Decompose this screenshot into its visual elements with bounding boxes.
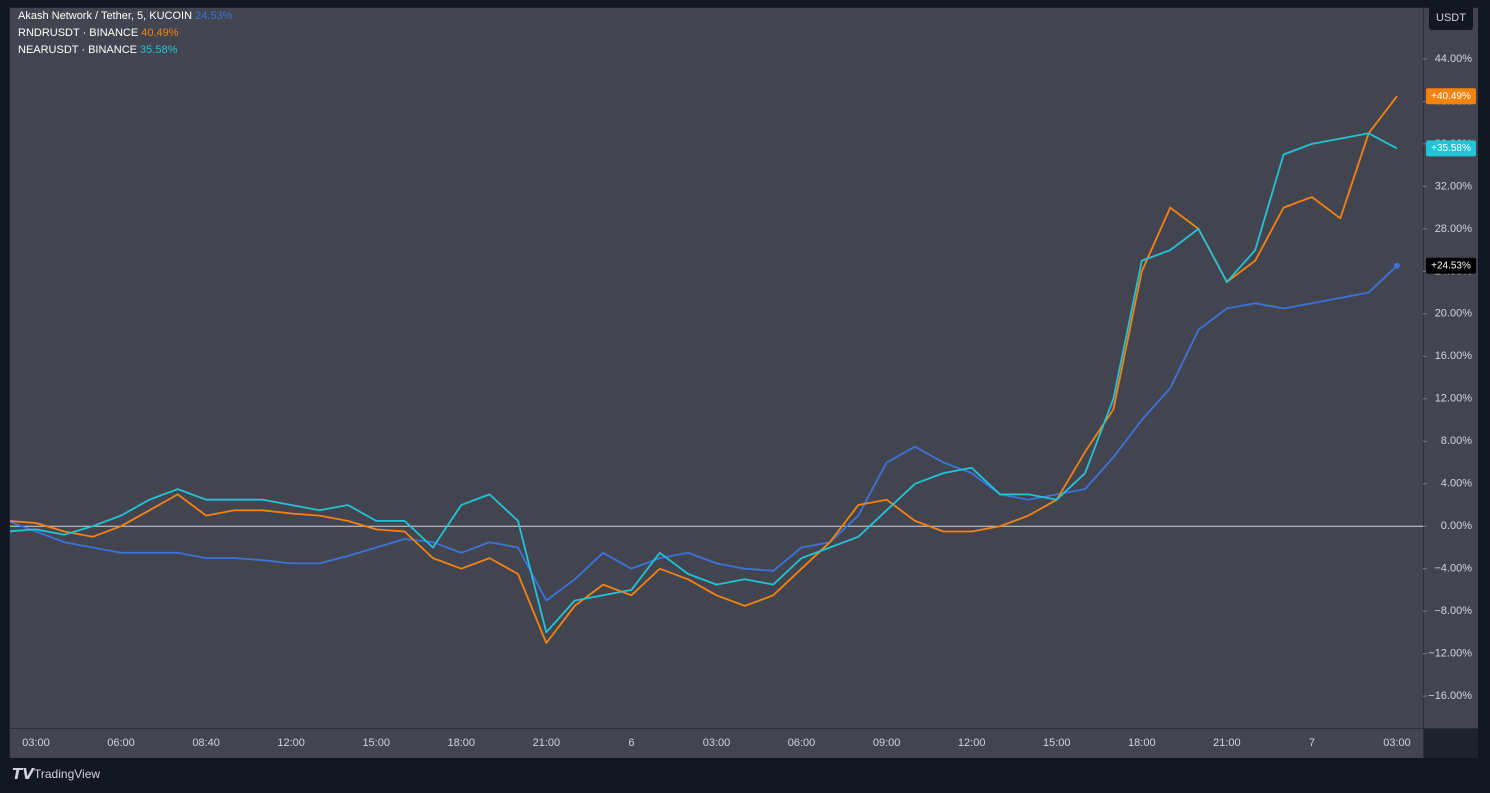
y-tick-label: 28.00% <box>1435 223 1473 235</box>
y-tick-label: 32.00% <box>1435 180 1473 192</box>
y-tick-label: −12.00% <box>1428 648 1472 660</box>
x-tick-label: 15:00 <box>362 737 390 749</box>
legend-entry[interactable]: RNDRUSDT · BINANCE 40.49% <box>18 27 179 39</box>
x-tick-label: 09:00 <box>873 737 901 749</box>
y-tick-label: 8.00% <box>1441 435 1472 447</box>
legend-name: Akash Network / Tether, 5, KUCOIN <box>18 10 192 22</box>
x-tick-label: 03:00 <box>22 737 50 749</box>
y-tick-label: 0.00% <box>1441 520 1472 532</box>
y-tick-label: −4.00% <box>1434 563 1472 575</box>
price-badge <box>1426 140 1476 157</box>
x-tick-label: 18:00 <box>1128 737 1156 749</box>
legend-value: 24.53% <box>195 10 233 22</box>
x-tick-label: 06:00 <box>107 737 135 749</box>
y-tick-label: 20.00% <box>1435 308 1473 320</box>
price-badge <box>1426 88 1476 105</box>
series-line <box>10 265 1398 602</box>
brand-logo: 𝙏𝙑 <box>12 766 35 783</box>
last-point <box>1394 262 1400 269</box>
legend-name: RNDRUSDT · BINANCE <box>18 27 138 39</box>
x-tick-label: 15:00 <box>1043 737 1071 749</box>
x-tick-label: 12:00 <box>277 737 305 749</box>
series-line <box>10 132 1398 634</box>
brand: TradingView <box>34 767 100 781</box>
price-axis <box>1423 8 1478 728</box>
y-tick-label: 12.00% <box>1435 393 1473 405</box>
price-badge <box>1426 257 1476 274</box>
x-tick-label: 03:00 <box>1383 737 1411 749</box>
x-tick-label: 08:40 <box>192 737 220 749</box>
legend-entry[interactable]: Akash Network / Tether, 5, KUCOIN 24.53% <box>18 10 233 22</box>
x-tick-label: 06:00 <box>788 737 816 749</box>
x-tick-label: 12:00 <box>958 737 986 749</box>
legend-entry[interactable]: NEARUSDT · BINANCE 35.58% <box>18 44 178 56</box>
legend-value: 35.58% <box>140 44 178 56</box>
x-tick-label: 21:00 <box>533 737 561 749</box>
time-axis <box>10 728 1423 758</box>
series-line <box>10 95 1398 644</box>
x-tick-label: 7 <box>1309 737 1315 749</box>
price-badge-label: +24.53% <box>1431 260 1471 271</box>
x-tick-label: 21:00 <box>1213 737 1241 749</box>
currency-button[interactable] <box>1429 6 1473 30</box>
y-tick-label: 44.00% <box>1435 53 1473 65</box>
y-tick-label: 16.00% <box>1435 350 1473 362</box>
legend-value: 40.49% <box>141 27 179 39</box>
x-tick-label: 6 <box>628 737 634 749</box>
y-tick-label: −8.00% <box>1434 605 1472 617</box>
price-badge-label: +35.58% <box>1431 143 1471 154</box>
price-badge-label: +40.49% <box>1431 91 1471 102</box>
x-tick-label: 03:00 <box>703 737 731 749</box>
y-tick-label: 4.00% <box>1441 478 1472 490</box>
plot-area <box>10 8 1423 728</box>
y-tick-label: −16.00% <box>1428 690 1472 702</box>
legend-name: NEARUSDT · BINANCE <box>18 44 137 56</box>
x-tick-label: 18:00 <box>448 737 476 749</box>
currency-button-label[interactable]: USDT <box>1436 12 1466 24</box>
